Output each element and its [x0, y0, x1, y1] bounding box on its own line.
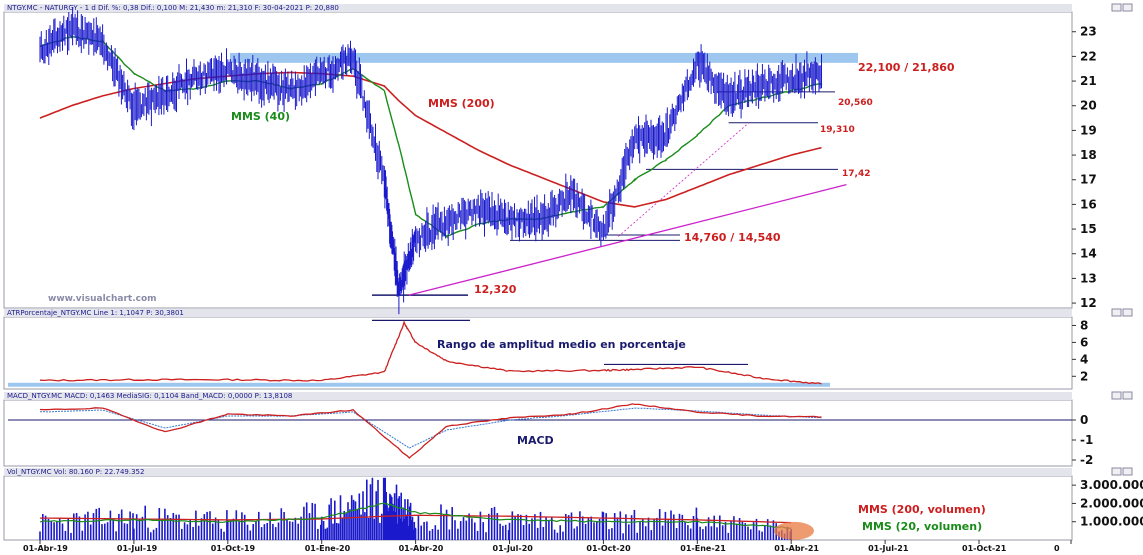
atr-minimize-button[interactable]: [1111, 308, 1122, 317]
price-bars: [39, 7, 822, 315]
y-tick-label: -2: [1080, 453, 1093, 467]
y-tick-label: 22: [1080, 49, 1097, 63]
macd-header: MACD_NTGY.MC MACD: 0,1463 MediaSIG: 0,11…: [7, 392, 292, 400]
atr-line: [39, 320, 822, 385]
y-tick-label: 8: [1080, 319, 1088, 333]
y-tick-label: -1: [1080, 433, 1093, 447]
y-tick-label: 16: [1080, 197, 1097, 211]
mms40-label: MMS (40): [231, 110, 290, 123]
x-tick-label: 0: [1054, 544, 1060, 553]
y-tick-label: 6: [1080, 335, 1088, 349]
volume-mms20-label: MMS (20, volumen): [862, 520, 982, 533]
volume-bars: [39, 477, 793, 540]
y-tick-label: 2: [1080, 369, 1088, 383]
x-tick-label: 01-Abr-20: [399, 544, 444, 553]
price-header-bar: [4, 4, 1072, 12]
macd-panel: MACD_NTGY.MC MACD: 0,1463 MediaSIG: 0,11…: [3, 392, 1073, 467]
atr-maximize-button[interactable]: [1122, 308, 1133, 317]
atr-panel-frame: [3, 316, 1073, 390]
x-tick-label: 01-Oct-19: [211, 544, 256, 553]
y-tick-label: 21: [1080, 74, 1097, 88]
low-label: 12,320: [474, 283, 517, 296]
atr-header-bar: [4, 309, 1072, 317]
support-trendline: [408, 184, 847, 296]
x-tick-label: 01-Ene-21: [680, 544, 726, 553]
panel-controls: [1111, 3, 1133, 476]
resistance-label: 22,100 / 21,860: [858, 61, 955, 74]
y-tick-label: 14: [1080, 247, 1097, 261]
macd-header-bar: [4, 392, 1072, 400]
level-20560-label: 20,560: [838, 98, 873, 108]
x-tick-label: 01-Oct-20: [586, 544, 631, 553]
atr-panel: ATRPorcentaje_NTGY.MC Line 1: 1,1047 P: …: [3, 309, 1073, 390]
macd-plot: [8, 403, 1072, 459]
x-tick-label: 01-Jul-20: [493, 544, 534, 553]
x-tick-label: 01-Jul-21: [868, 544, 909, 553]
macd-maximize-button[interactable]: [1122, 391, 1133, 400]
y-tick-label: 0: [1080, 413, 1088, 427]
level-1742-label: 17,42: [842, 169, 870, 179]
macd-line: [39, 403, 822, 459]
volume-mms200-label: MMS (200, volumen): [858, 503, 986, 516]
atr-header: ATRPorcentaje_NTGY.MC Line 1: 1,1047 P: …: [7, 309, 184, 317]
volume-plot: [39, 477, 814, 540]
volume-header: Vol_NTGY.MC Vol: 80.160 P: 22.749.352: [7, 468, 144, 476]
y-tick-label: 3.000.000: [1080, 478, 1143, 492]
x-tick-label: 01-Abr-19: [23, 544, 68, 553]
volume-maximize-button[interactable]: [1122, 467, 1133, 476]
price-maximize-button[interactable]: [1122, 3, 1133, 12]
atr-plot: [8, 319, 830, 387]
axes: 23222120191817161514131286420-1-23.000.0…: [23, 25, 1143, 553]
y-tick-label: 15: [1080, 222, 1097, 236]
price-plot: [39, 7, 858, 315]
resistance-band: [230, 52, 858, 63]
atr-annotation: Rango de amplitud medio en porcentaje: [437, 338, 686, 351]
x-tick-label: 01-Ene-20: [305, 544, 351, 553]
y-tick-label: 1.000.000: [1080, 515, 1143, 529]
y-tick-label: 19: [1080, 123, 1097, 137]
support-label: 14,760 / 14,540: [684, 231, 781, 244]
x-tick-label: 01-Jul-19: [117, 544, 158, 553]
y-tick-label: 13: [1080, 271, 1097, 285]
x-tick-label: 01-Abr-21: [774, 544, 819, 553]
y-tick-label: 18: [1080, 148, 1097, 162]
volume-mms20-line: [39, 502, 792, 529]
mms200-label: MMS (200): [428, 97, 495, 110]
macd-annotation: MACD: [517, 434, 554, 447]
volume-header-bar: [4, 468, 1072, 476]
volume-highlight: [774, 521, 814, 540]
y-tick-label: 4: [1080, 352, 1088, 366]
y-tick-label: 23: [1080, 25, 1097, 39]
price-header: NTGY.MC - NATURGY - 1 d Dif. %: 0,38 Dif…: [7, 4, 339, 12]
macd-minimize-button[interactable]: [1111, 391, 1122, 400]
y-tick-label: 17: [1080, 173, 1097, 187]
watermark: www.visualchart.com: [48, 294, 157, 304]
macd-panel-frame: [3, 399, 1073, 467]
y-tick-label: 2.000.000: [1080, 496, 1143, 510]
volume-mms200-line: [40, 514, 792, 524]
volume-minimize-button[interactable]: [1111, 467, 1122, 476]
y-tick-label: 20: [1080, 99, 1097, 113]
atr-baseline-band: [8, 382, 830, 387]
level-19310-label: 19,310: [820, 125, 855, 135]
y-tick-label: 12: [1080, 296, 1097, 310]
price-annotations: 22,100 / 21,860 MMS (200) MMS (40) 20,56…: [231, 61, 955, 296]
x-tick-label: 01-Oct-21: [962, 544, 1007, 553]
price-minimize-button[interactable]: [1111, 3, 1122, 12]
dotted-trendline: [618, 122, 749, 237]
